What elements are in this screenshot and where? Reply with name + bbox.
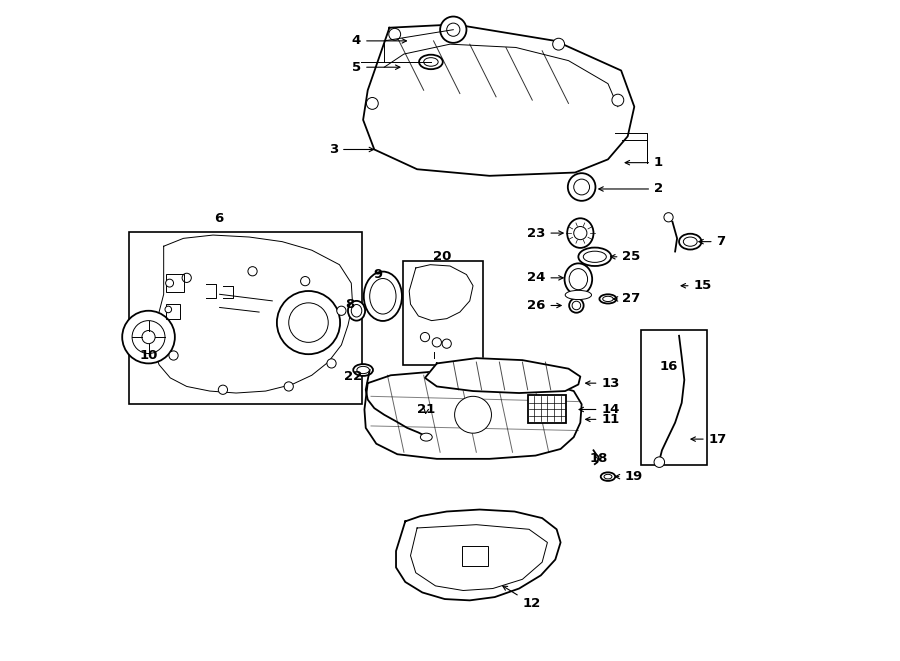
Bar <box>129 232 363 405</box>
Circle shape <box>366 97 378 109</box>
Ellipse shape <box>351 305 362 317</box>
Circle shape <box>440 17 466 43</box>
Circle shape <box>337 306 346 315</box>
Text: 14: 14 <box>579 403 620 416</box>
Text: 26: 26 <box>527 299 562 312</box>
Text: 1: 1 <box>626 156 663 169</box>
Text: 2: 2 <box>598 182 663 196</box>
Ellipse shape <box>600 473 616 481</box>
Text: 21: 21 <box>417 403 436 416</box>
Text: 25: 25 <box>611 251 641 263</box>
Ellipse shape <box>419 55 443 69</box>
Ellipse shape <box>680 234 701 250</box>
Polygon shape <box>410 264 473 321</box>
Circle shape <box>568 173 596 201</box>
Bar <box>402 260 483 365</box>
Circle shape <box>327 359 336 368</box>
Text: 24: 24 <box>527 272 563 284</box>
Bar <box>166 274 184 292</box>
Circle shape <box>169 351 178 360</box>
Ellipse shape <box>603 296 613 301</box>
Ellipse shape <box>569 268 588 290</box>
Text: 17: 17 <box>691 432 727 446</box>
Circle shape <box>289 303 328 342</box>
Polygon shape <box>154 235 353 393</box>
Ellipse shape <box>353 364 373 376</box>
Text: 10: 10 <box>140 349 158 362</box>
Circle shape <box>573 179 590 195</box>
Ellipse shape <box>357 366 369 373</box>
Ellipse shape <box>567 218 593 248</box>
Text: 23: 23 <box>527 227 563 239</box>
Ellipse shape <box>424 58 438 66</box>
Ellipse shape <box>364 272 402 321</box>
Polygon shape <box>363 24 634 176</box>
Polygon shape <box>425 358 580 393</box>
Text: 6: 6 <box>213 212 223 225</box>
Ellipse shape <box>370 278 396 314</box>
Text: 4: 4 <box>352 34 407 48</box>
Circle shape <box>166 279 174 287</box>
Ellipse shape <box>572 301 580 310</box>
Text: 19: 19 <box>616 470 643 483</box>
Circle shape <box>122 311 175 364</box>
Circle shape <box>182 273 192 282</box>
Bar <box>462 547 488 566</box>
Circle shape <box>132 321 165 354</box>
Text: 7: 7 <box>699 235 725 248</box>
Ellipse shape <box>599 294 616 303</box>
Circle shape <box>442 339 451 348</box>
Text: 12: 12 <box>503 586 541 610</box>
Circle shape <box>446 23 460 36</box>
Polygon shape <box>364 371 581 459</box>
Circle shape <box>301 276 310 286</box>
Circle shape <box>277 291 340 354</box>
Circle shape <box>420 332 429 342</box>
Ellipse shape <box>579 248 611 266</box>
Circle shape <box>553 38 564 50</box>
Ellipse shape <box>569 298 583 313</box>
Bar <box>166 304 180 319</box>
Circle shape <box>142 330 155 344</box>
Ellipse shape <box>348 301 365 321</box>
Circle shape <box>612 95 624 106</box>
Text: 5: 5 <box>352 61 400 74</box>
Ellipse shape <box>683 237 698 247</box>
Circle shape <box>573 227 587 240</box>
Circle shape <box>389 28 400 40</box>
Text: 20: 20 <box>433 251 451 263</box>
Polygon shape <box>396 510 561 600</box>
Circle shape <box>165 306 172 313</box>
Circle shape <box>454 397 491 433</box>
Circle shape <box>219 385 228 395</box>
Text: 27: 27 <box>613 292 641 305</box>
Text: 16: 16 <box>660 360 678 373</box>
Ellipse shape <box>604 475 612 479</box>
Text: 18: 18 <box>590 452 608 465</box>
Text: 15: 15 <box>681 279 712 292</box>
Ellipse shape <box>420 433 432 441</box>
Text: 8: 8 <box>346 297 355 311</box>
Bar <box>527 395 566 422</box>
Text: 11: 11 <box>586 413 619 426</box>
Text: 3: 3 <box>328 143 374 156</box>
Circle shape <box>654 457 664 467</box>
Text: 13: 13 <box>586 377 620 389</box>
Bar <box>641 330 706 465</box>
Ellipse shape <box>565 290 591 299</box>
Circle shape <box>432 338 441 347</box>
Circle shape <box>248 266 257 276</box>
Ellipse shape <box>583 251 607 262</box>
Text: 9: 9 <box>373 268 382 281</box>
Ellipse shape <box>564 263 592 295</box>
Circle shape <box>284 382 293 391</box>
Circle shape <box>664 213 673 222</box>
Text: 22: 22 <box>344 370 363 383</box>
